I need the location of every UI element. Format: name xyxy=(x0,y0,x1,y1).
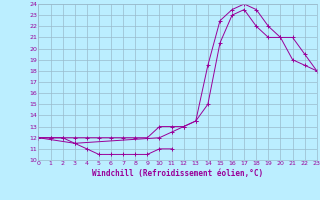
X-axis label: Windchill (Refroidissement éolien,°C): Windchill (Refroidissement éolien,°C) xyxy=(92,169,263,178)
